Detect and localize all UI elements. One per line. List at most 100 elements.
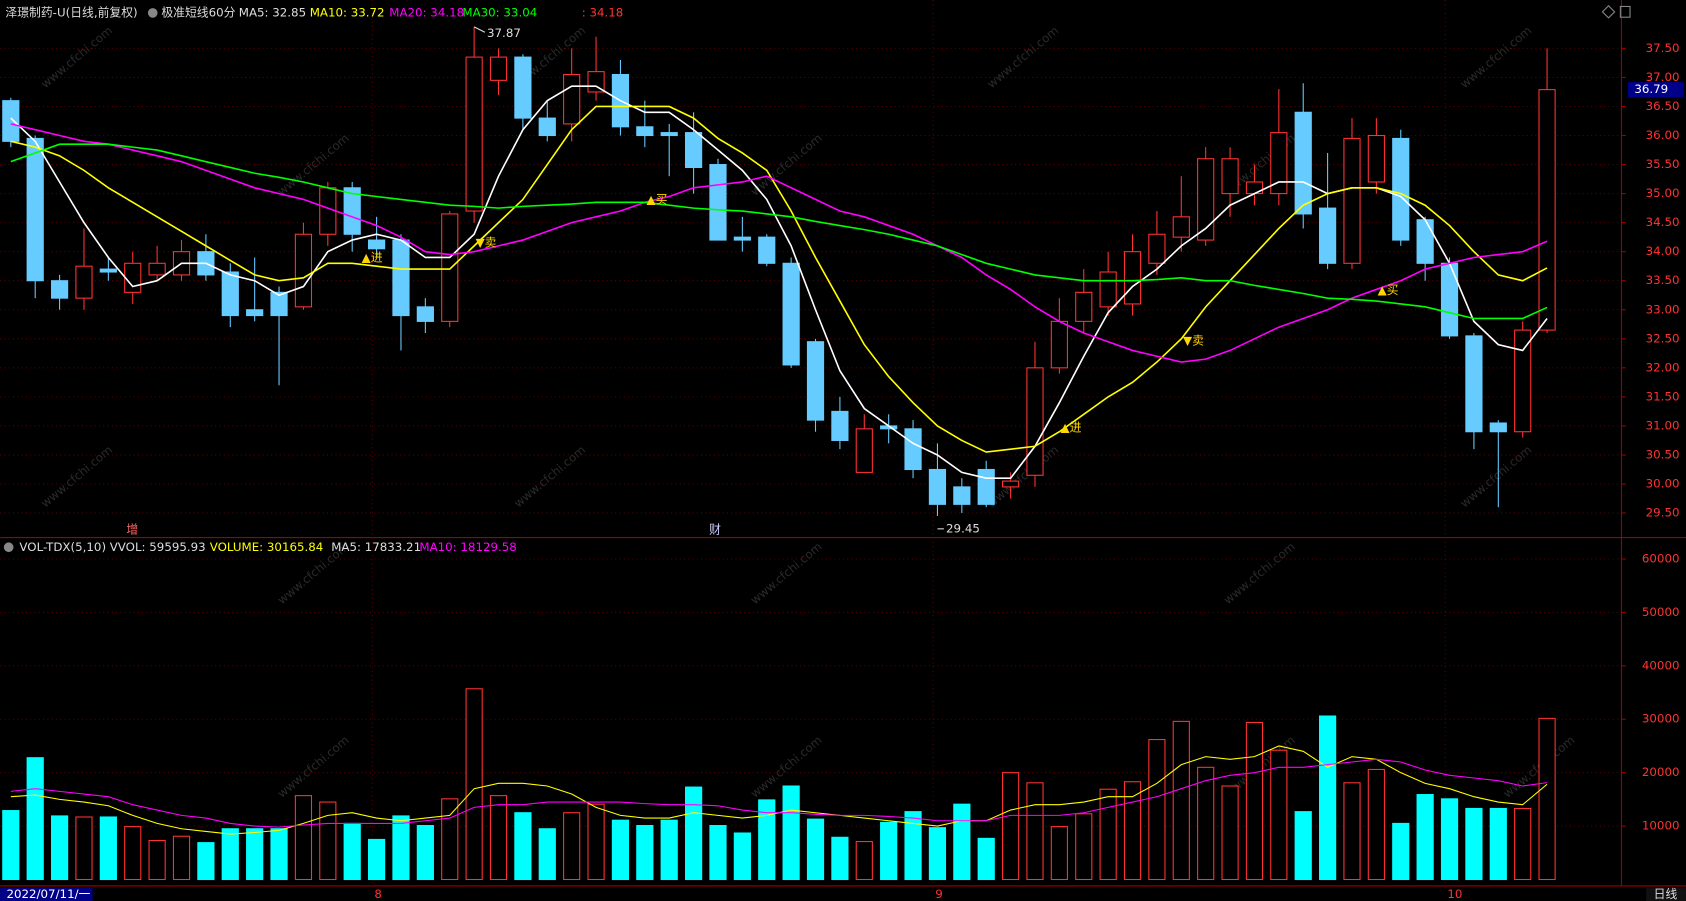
y-tick-label: 34.50 xyxy=(1646,215,1680,229)
current-price-box xyxy=(1627,82,1684,98)
candle-body xyxy=(441,213,459,322)
high-pointer xyxy=(473,26,486,33)
volume-bar xyxy=(1416,794,1434,881)
diamond-icon[interactable] xyxy=(1601,4,1616,19)
volume-bar xyxy=(221,828,239,881)
volume-bar xyxy=(1367,768,1385,881)
y-tick-label: 31.50 xyxy=(1646,389,1680,403)
volume-bar xyxy=(538,828,556,881)
volume-bar xyxy=(26,757,44,881)
y-tick-label: 33.00 xyxy=(1646,302,1680,316)
volume-bar xyxy=(660,819,678,881)
candle-body xyxy=(26,137,44,282)
volume-bar xyxy=(709,825,727,881)
candle-body xyxy=(1099,271,1117,308)
candle-body xyxy=(1367,134,1385,183)
indicator-note: : 34.18 xyxy=(582,5,624,19)
volume-bar xyxy=(1392,822,1410,881)
candle-body xyxy=(148,262,166,276)
candle-body xyxy=(563,73,581,125)
vol-subtitle: VVOL: 59595.93 xyxy=(110,540,206,554)
candle-body xyxy=(831,410,849,441)
vol-title: VOL-TDX(5,10) xyxy=(19,540,106,554)
volume-bar xyxy=(1538,717,1556,881)
x-tick-label: 9 xyxy=(935,887,943,901)
candle-body xyxy=(75,265,93,299)
volume-bar xyxy=(99,816,117,881)
legend-entry: MA10: 18129.58 xyxy=(419,540,516,554)
volume-bar xyxy=(1440,798,1459,881)
candle-body xyxy=(416,306,434,322)
candle-body xyxy=(660,132,678,137)
candle-body xyxy=(392,239,410,317)
candle-body xyxy=(1050,320,1068,369)
volume-bar xyxy=(1123,781,1142,881)
candle-body xyxy=(294,233,313,308)
volume-bar xyxy=(904,811,922,881)
y-tick-label: 35.00 xyxy=(1646,186,1680,200)
vol-menu-icon[interactable] xyxy=(3,542,14,553)
volume-bar xyxy=(441,798,459,881)
volume-bar xyxy=(197,842,215,881)
volume-bar xyxy=(733,832,751,881)
window-icon[interactable] xyxy=(1619,5,1631,18)
y-tick-label: 32.00 xyxy=(1646,360,1680,374)
volume-bar xyxy=(75,816,93,881)
volume-bar xyxy=(1465,807,1483,881)
candle-body xyxy=(758,236,776,264)
indicator-menu-icon[interactable] xyxy=(147,8,158,18)
candle-body xyxy=(953,486,971,505)
candle-body xyxy=(1172,216,1190,238)
volume-bar xyxy=(246,828,264,881)
candle-body xyxy=(465,56,483,212)
signal-label: ▲买 xyxy=(647,192,668,206)
candle-body xyxy=(367,239,386,250)
candle-body xyxy=(806,341,825,421)
current-price: 36.79 xyxy=(1634,82,1668,96)
period-tab[interactable] xyxy=(1646,888,1686,901)
signal-label: ▼卖 xyxy=(1183,333,1204,347)
y-tick-label: 60000 xyxy=(1642,551,1680,565)
volume-bar xyxy=(148,839,166,881)
volume-bar xyxy=(758,799,776,881)
candle-body xyxy=(1514,329,1532,433)
event-marker: 增 xyxy=(126,523,138,537)
candle-body xyxy=(319,187,337,235)
y-tick-label: 34.00 xyxy=(1646,244,1680,258)
volume-ma-line xyxy=(10,758,1548,828)
high-label: 37.87 xyxy=(487,26,521,40)
volume-bar xyxy=(1489,807,1507,881)
volume-bar xyxy=(1001,772,1020,881)
candle-body xyxy=(1440,262,1459,337)
candle-body xyxy=(270,291,288,317)
volume-bar xyxy=(953,803,971,881)
y-tick-label: 33.50 xyxy=(1646,273,1680,287)
volume-bar xyxy=(831,836,849,881)
y-tick-label: 36.00 xyxy=(1646,128,1680,142)
legend-entry: MA30: 33.04 xyxy=(462,5,537,19)
volume-bar xyxy=(1294,811,1312,881)
volume-bar xyxy=(977,837,995,881)
volume-bar xyxy=(392,815,410,881)
candle-body xyxy=(1245,181,1264,195)
candle-body xyxy=(489,56,508,81)
y-tick-label: 37.50 xyxy=(1646,41,1680,55)
volume-bar xyxy=(1514,807,1532,881)
candle-body xyxy=(1465,335,1483,433)
period-label[interactable]: 日线 xyxy=(1654,887,1678,901)
candle-body xyxy=(343,187,361,235)
candle-body xyxy=(977,468,995,505)
y-tick-label: 10000 xyxy=(1642,819,1680,833)
candle-body xyxy=(904,428,922,471)
volume-bar xyxy=(855,841,873,881)
ma-line xyxy=(10,105,1548,453)
candle-body xyxy=(1538,89,1556,331)
candle-body xyxy=(1026,367,1044,476)
candle-body xyxy=(514,56,532,119)
candle-body xyxy=(1197,158,1215,241)
volume-bar xyxy=(928,827,947,881)
candle-body xyxy=(636,126,654,137)
